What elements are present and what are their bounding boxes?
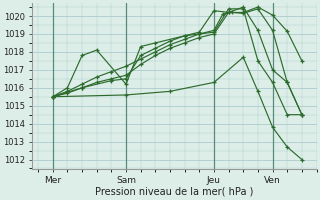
X-axis label: Pression niveau de la mer( hPa ): Pression niveau de la mer( hPa ) <box>95 187 253 197</box>
